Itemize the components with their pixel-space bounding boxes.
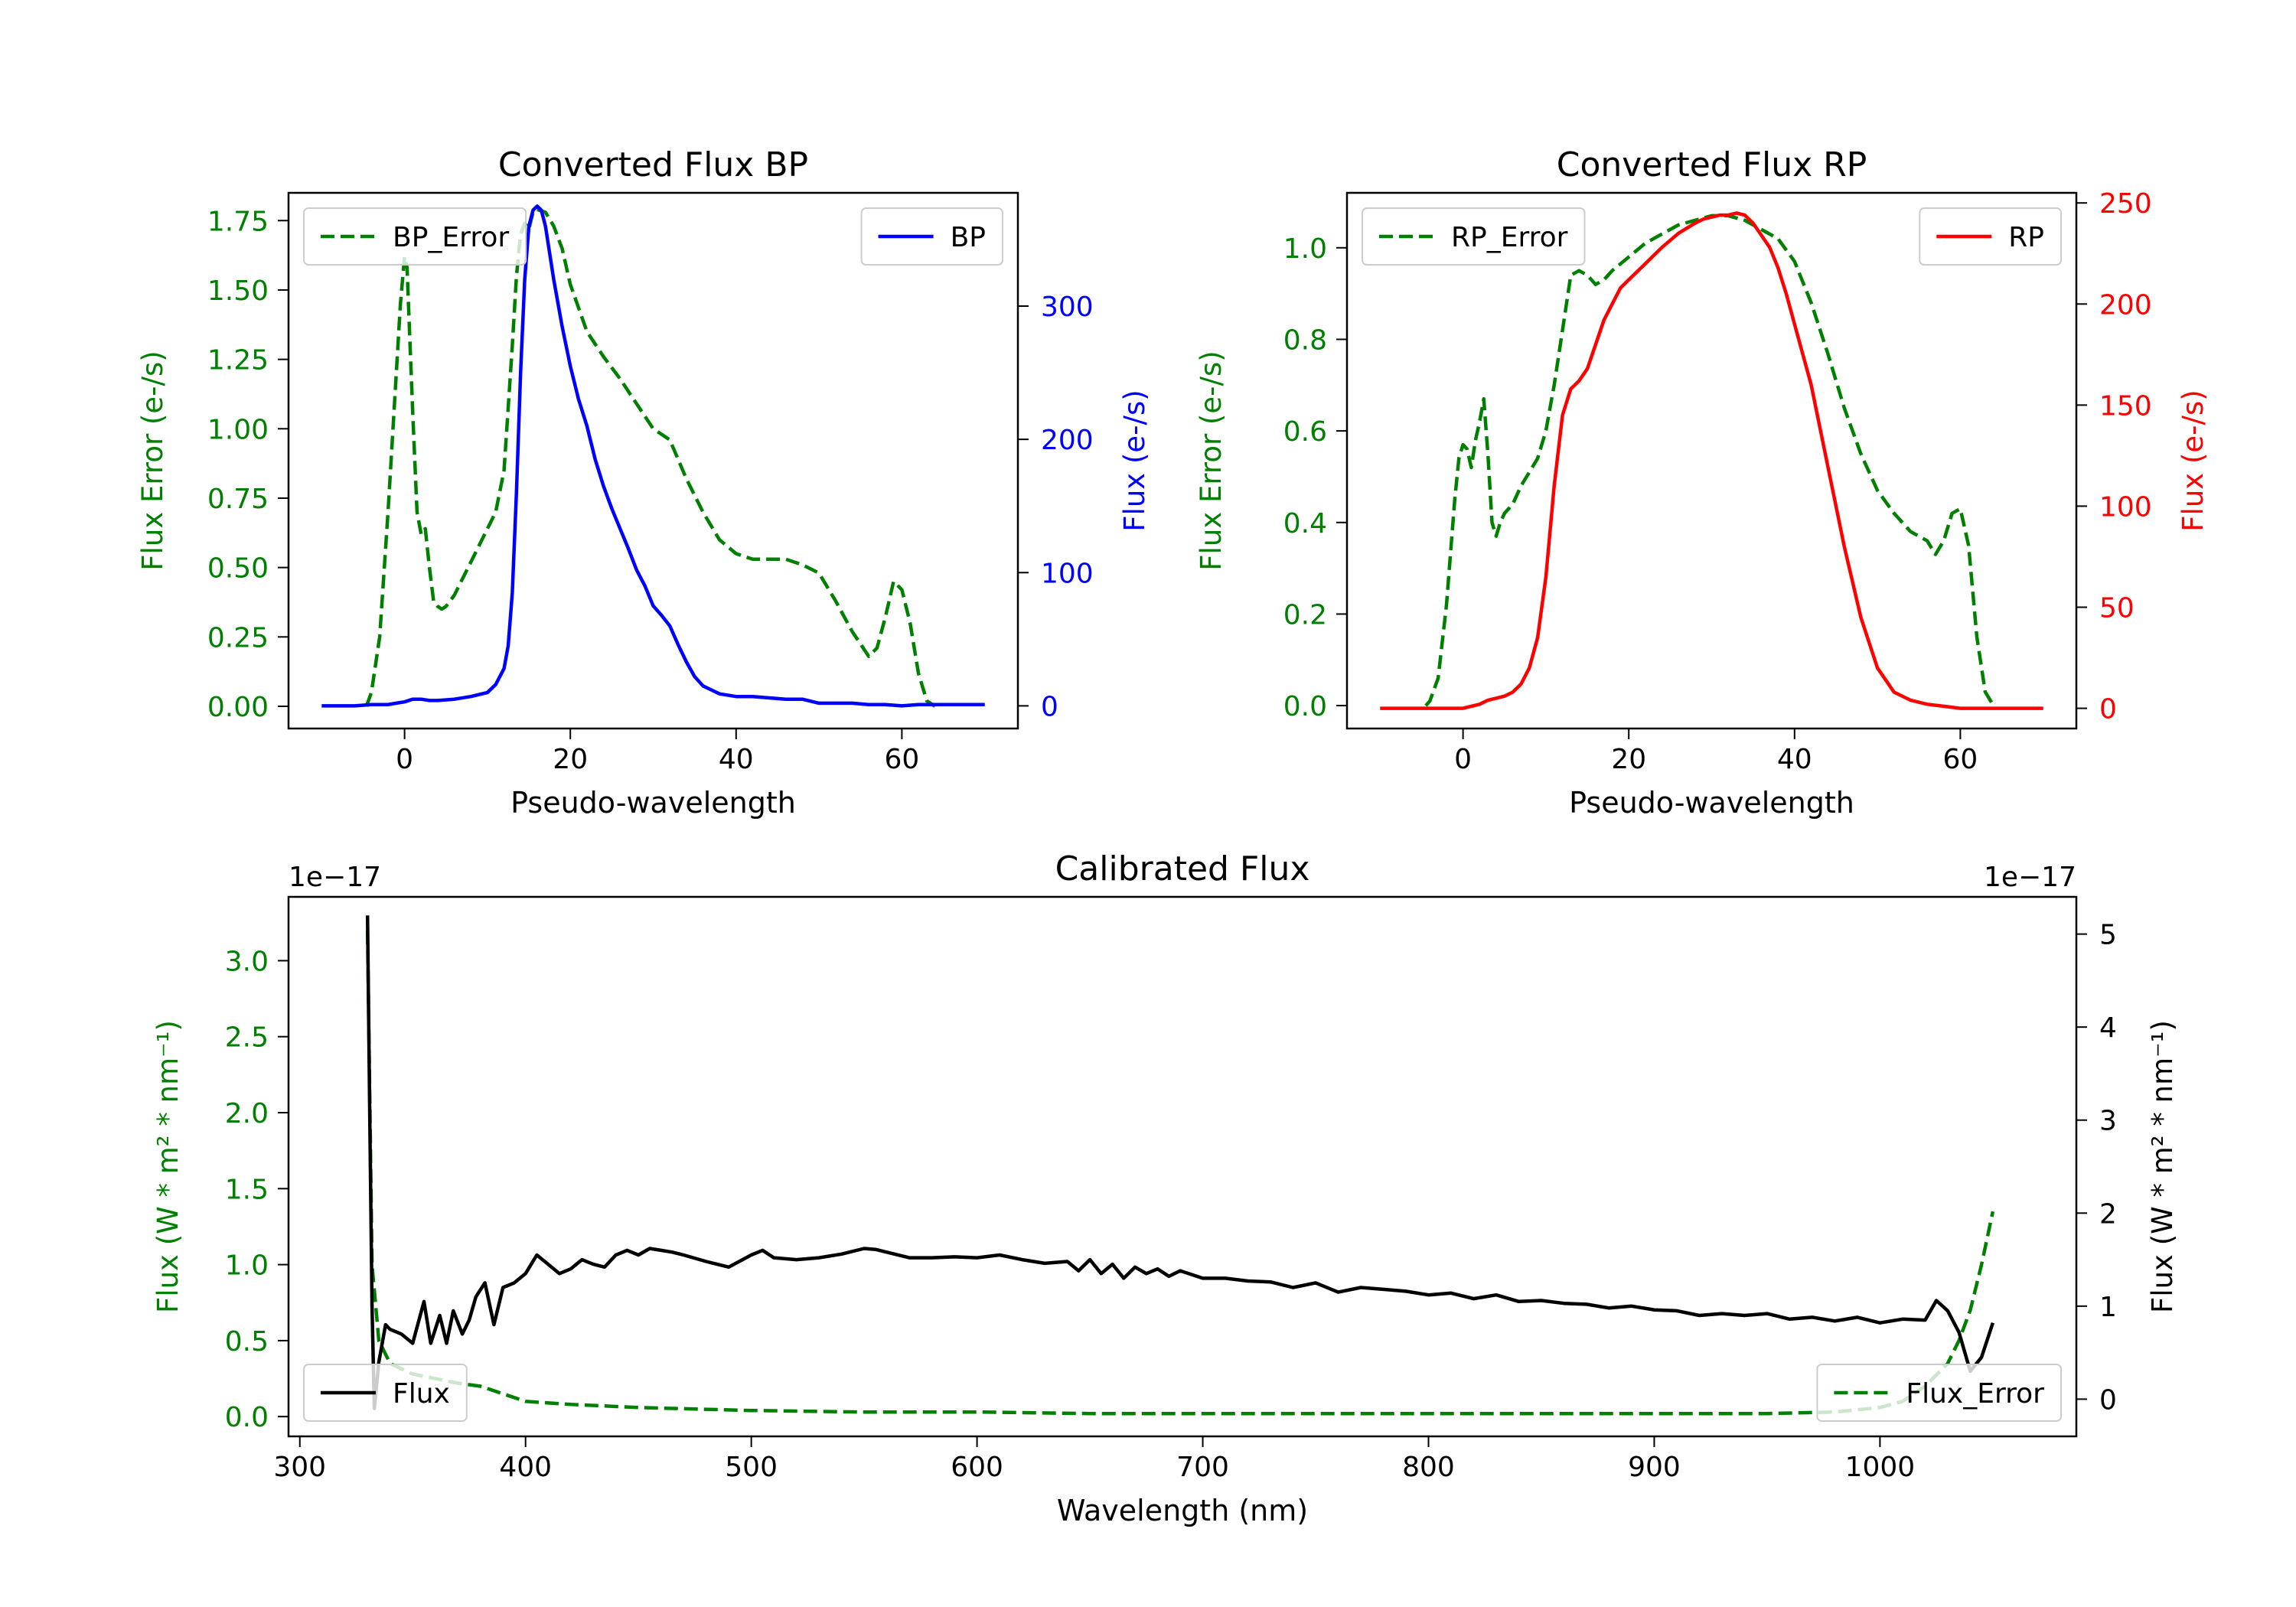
y-right-tick-label: 0	[2099, 1384, 2117, 1416]
series-line-flux-error	[365, 930, 1995, 1416]
chart-bp: 0 20 40 60 0.00 0.25 0.50 0.75 1.00 1.25 1.50 1.75 0…	[136, 145, 1151, 820]
series-line-bp	[321, 204, 985, 708]
x-tick-label: 300	[273, 1452, 326, 1483]
y-left-tick-label: 1.25	[207, 345, 269, 376]
y-left-tick-label: 0.2	[1283, 599, 1327, 631]
y-left-tick-label: 0.5	[225, 1326, 269, 1358]
plot-frame	[1345, 191, 2078, 730]
x-tick-label: 500	[725, 1452, 778, 1483]
series-line-flux	[365, 915, 1995, 1410]
legend-label: BP_Error	[393, 222, 509, 253]
y-left-tick-label: 0.0	[1283, 691, 1327, 722]
x-tick-label: 400	[499, 1452, 552, 1483]
y-left-tick-label: 0.4	[1283, 508, 1327, 539]
y-right-tick-label: 100	[2099, 491, 2152, 523]
x-tick-label: 700	[1176, 1452, 1229, 1483]
y-right-tick-label: 1	[2099, 1292, 2117, 1323]
x-axis-label: Pseudo-wavelength	[510, 786, 796, 820]
y-right-tick-label: 300	[1041, 292, 1094, 323]
y-left-tick-label: 1.00	[207, 414, 269, 445]
x-tick-label: 900	[1628, 1452, 1681, 1483]
y-right-tick-label: 250	[2099, 188, 2152, 220]
chart-title: Converted Flux RP	[1557, 145, 1867, 184]
legend-box	[1362, 207, 1586, 266]
legend-flux-error: Flux_Error	[1816, 1364, 2062, 1422]
x-tick-label: 60	[1942, 744, 1978, 775]
legend-bp: BP	[860, 207, 1003, 266]
y-left-axis-label: Flux (W * m² * nm⁻¹)	[152, 1020, 184, 1313]
y-right-axis-label: Flux (e-/s)	[1118, 390, 1151, 531]
y-right-tick-label: 200	[1041, 425, 1094, 456]
x-tick-label: 800	[1402, 1452, 1455, 1483]
y-right-tick-label: 0	[2099, 694, 2117, 725]
y-right-axis-label: Flux (W * m² * nm⁻¹)	[2146, 1020, 2179, 1313]
legend-bp-error: BP_Error	[303, 207, 527, 266]
y-left-tick-label: 0.0	[225, 1402, 269, 1433]
series-line-bp-error	[364, 207, 936, 708]
y-left-tick-label: 1.50	[207, 275, 269, 307]
y-left-axis-label: Flux Error (e-/s)	[1195, 350, 1228, 570]
y-right-tick-label: 4	[2099, 1012, 2117, 1044]
y-left-tick-label: 0.00	[207, 692, 269, 723]
x-axis-label: Pseudo-wavelength	[1569, 786, 1854, 820]
y-left-tick-label: 2.5	[225, 1022, 269, 1054]
series-line-rp-error	[1424, 214, 1995, 707]
y-left-tick-label: 0.50	[207, 553, 269, 585]
y-left-tick-label: 0.6	[1283, 416, 1327, 448]
plot-frame	[287, 895, 2078, 1438]
chart-title: Converted Flux BP	[498, 145, 808, 184]
legend-label: RP	[2008, 222, 2044, 253]
chart-calibrated: 300 400 500 600 700 800 900 1000 0.0 0.5 1.0 1.5 2.0…	[152, 849, 2179, 1527]
y-right-tick-label: 150	[2099, 390, 2152, 422]
y-left-tick-label: 3.0	[225, 946, 269, 977]
y-right-offset-text: 1e−17	[1984, 862, 2076, 893]
y-right-tick-label: 2	[2099, 1198, 2117, 1230]
y-left-axis-label: Flux Error (e-/s)	[136, 350, 169, 570]
legend-box	[1816, 1364, 2062, 1422]
y-right-tick-label: 50	[2099, 593, 2135, 624]
y-left-tick-label: 2.0	[225, 1098, 269, 1129]
x-tick-label: 40	[719, 744, 754, 775]
y-right-tick-label: 0	[1041, 691, 1058, 722]
x-tick-label: 600	[951, 1452, 1003, 1483]
y-left-offset-text: 1e−17	[289, 862, 381, 893]
y-right-axis-label: Flux (e-/s)	[2177, 390, 2210, 531]
legend-box	[303, 1364, 468, 1422]
x-tick-label: 20	[553, 744, 588, 775]
legend-rp-error: RP_Error	[1362, 207, 1586, 266]
x-tick-label: 0	[1454, 744, 1472, 775]
legend-box	[303, 207, 527, 266]
x-tick-label: 1000	[1845, 1452, 1916, 1483]
legend-label: Flux_Error	[1906, 1378, 2044, 1410]
plot-frame	[287, 191, 1019, 730]
x-tick-label: 40	[1777, 744, 1812, 775]
x-tick-label: 0	[396, 744, 413, 775]
y-left-tick-label: 1.0	[1283, 233, 1327, 265]
series-line-rp	[1380, 211, 2043, 710]
y-right-tick-label: 200	[2099, 289, 2152, 321]
legend-label: RP_Error	[1451, 222, 1568, 253]
y-left-tick-label: 1.5	[225, 1174, 269, 1205]
y-left-tick-label: 0.75	[207, 484, 269, 515]
legend-label: BP	[951, 222, 986, 253]
y-left-tick-label: 0.25	[207, 622, 269, 654]
x-tick-label: 60	[884, 744, 919, 775]
y-right-tick-label: 3	[2099, 1106, 2117, 1137]
chart-title: Calibrated Flux	[1055, 849, 1310, 888]
y-left-tick-label: 1.0	[225, 1250, 269, 1282]
x-axis-label: Wavelength (nm)	[1057, 1494, 1308, 1527]
legend-label: Flux	[393, 1378, 450, 1410]
x-tick-label: 20	[1611, 744, 1646, 775]
y-right-tick-label: 100	[1041, 558, 1094, 589]
legend-flux: Flux	[303, 1364, 468, 1422]
y-right-tick-label: 5	[2099, 920, 2117, 951]
y-left-tick-label: 0.8	[1283, 324, 1327, 356]
chart-rp: 0 20 40 60 0.0 0.2 0.4 0.6 0.8 1.0 0 50 100 150 200 250…	[1195, 145, 2210, 820]
y-left-tick-label: 1.75	[207, 206, 269, 237]
legend-rp: RP	[1919, 207, 2062, 266]
